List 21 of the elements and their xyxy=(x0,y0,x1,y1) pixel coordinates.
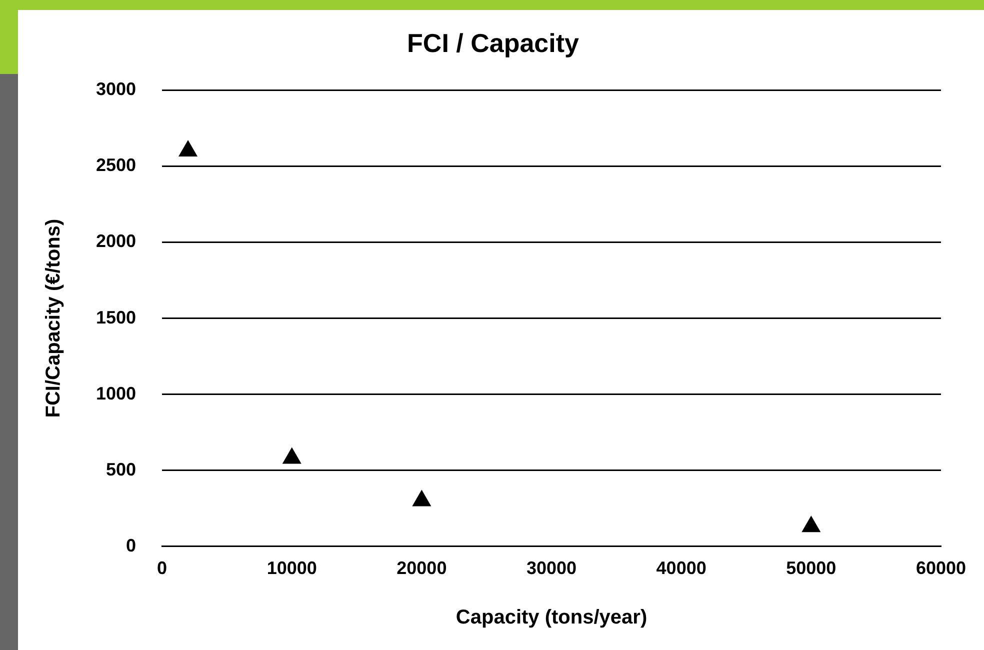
x-tick-label: 40000 xyxy=(656,558,706,578)
y-tick-label: 1500 xyxy=(96,307,136,328)
x-tick-label: 10000 xyxy=(266,558,317,578)
y-tick-label: 2000 xyxy=(96,231,136,252)
y-axis-title: FCI/Capacity (€/tons) xyxy=(42,218,65,418)
y-tick-label: 2500 xyxy=(96,155,136,176)
chart-title: FCI / Capacity xyxy=(407,28,580,58)
x-tick-label: 30000 xyxy=(526,558,577,578)
point xyxy=(282,448,302,464)
point xyxy=(178,140,198,157)
x-tick-label: 20000 xyxy=(396,558,447,578)
y-tick-label: 500 xyxy=(106,459,136,480)
y-tick-label: 0 xyxy=(126,535,136,556)
x-tick-label: 60000 xyxy=(916,558,966,578)
y-tick-label: 1000 xyxy=(96,383,136,404)
x-tick-label: 50000 xyxy=(786,558,836,578)
point xyxy=(802,516,820,532)
x-tick-label: 0 xyxy=(157,558,168,578)
x-axis-title: Capacity (tons/year) xyxy=(456,606,648,629)
y-tick-label: 3000 xyxy=(96,79,136,100)
point xyxy=(412,490,431,506)
